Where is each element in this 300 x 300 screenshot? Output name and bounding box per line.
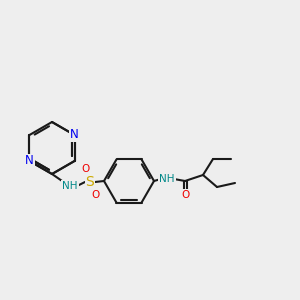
Text: O: O xyxy=(81,164,89,174)
Text: NH: NH xyxy=(159,174,175,184)
Text: N: N xyxy=(25,154,34,167)
Text: O: O xyxy=(91,190,99,200)
Text: O: O xyxy=(181,190,189,200)
Text: NH: NH xyxy=(62,181,78,191)
Text: N: N xyxy=(70,128,79,142)
Text: S: S xyxy=(85,175,94,189)
